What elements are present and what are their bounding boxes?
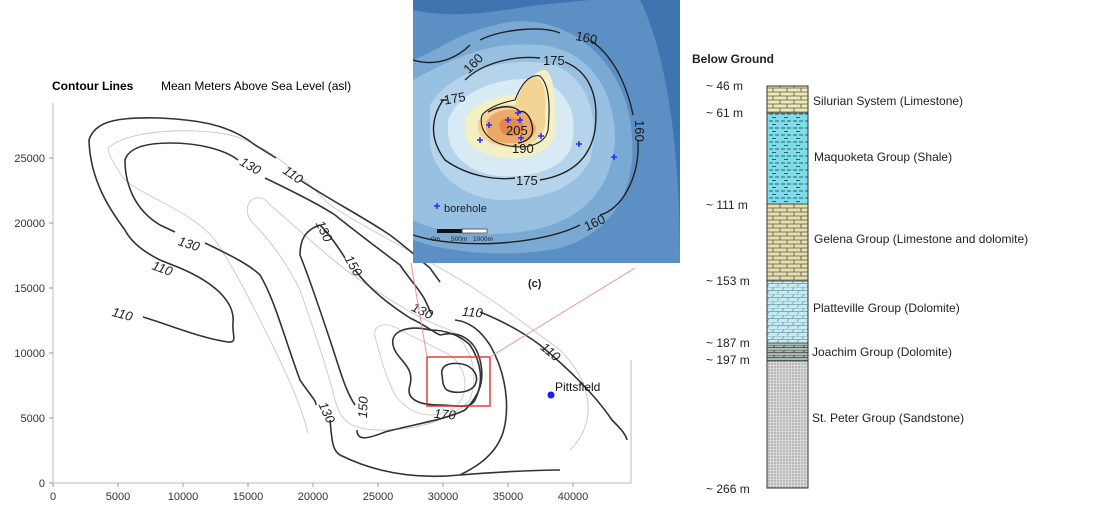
svg-text:~ 111 m: ~ 111 m	[706, 198, 748, 212]
svg-text:110: 110	[150, 258, 175, 279]
svg-text:110: 110	[110, 304, 135, 324]
svg-text:160: 160	[632, 120, 647, 142]
borehole-markers	[434, 110, 617, 209]
borehole-cross-icon	[576, 141, 582, 147]
svg-text:130: 130	[176, 233, 202, 254]
svg-text:190: 190	[512, 141, 534, 156]
svg-text:Gelena Group (Limestone and do: Gelena Group (Limestone and dolomite)	[814, 232, 1028, 246]
major-contours	[88, 117, 628, 478]
scale-bar: 0m 500m 1000m	[431, 228, 493, 243]
x-tick-label: 40000	[558, 491, 589, 503]
svg-text:110: 110	[538, 339, 564, 364]
svg-text:175: 175	[543, 53, 565, 68]
svg-text:150: 150	[355, 395, 371, 418]
minor-contours	[107, 130, 589, 451]
pittsfield-marker	[547, 391, 555, 399]
svg-text:170: 170	[433, 406, 457, 423]
svg-text:1000m: 1000m	[473, 236, 493, 243]
svg-text:175: 175	[443, 89, 467, 108]
map-subtitle: Mean Meters Above Sea Level (asl)	[161, 79, 351, 93]
svg-text:~ 153 m: ~ 153 m	[706, 274, 750, 288]
x-tick-label: 20000	[298, 491, 329, 503]
svg-text:205: 205	[506, 123, 528, 138]
x-tick-label: 0	[50, 491, 56, 503]
svg-text:175: 175	[516, 173, 538, 188]
x-tick-label: 35000	[493, 491, 524, 503]
svg-text:~ 187 m: ~ 187 m	[706, 336, 750, 350]
svg-text:130: 130	[237, 154, 264, 178]
svg-text:~ 266 m: ~ 266 m	[706, 482, 750, 496]
borehole-cross-icon	[611, 154, 617, 160]
svg-text:St. Peter Group (Sandstone): St. Peter Group (Sandstone)	[812, 411, 964, 425]
borehole-cross-icon	[517, 117, 523, 123]
y-tick-label: 0	[39, 478, 45, 490]
map-axes	[52, 103, 632, 484]
depth-labels: ~ 46 m ~ 61 m ~ 111 m ~ 153 m ~ 187 m ~ …	[706, 79, 750, 496]
layer-names: Silurian System (Limestone) Maquoketa Gr…	[812, 94, 1028, 425]
y-tick-label: 25000	[14, 153, 45, 165]
y-axis-ticks: 0 5000 10000 15000 20000 25000	[14, 153, 53, 490]
svg-text:Platteville Group (Dolomite): Platteville Group (Dolomite)	[813, 301, 960, 315]
svg-text:Maquoketa Group (Shale): Maquoketa Group (Shale)	[814, 150, 952, 164]
svg-text:0m: 0m	[431, 236, 440, 243]
axis-lines	[52, 103, 632, 484]
borehole-cross-icon	[538, 133, 544, 139]
y-tick-label: 20000	[14, 218, 45, 230]
svg-text:Joachim Group (Dolomite): Joachim Group (Dolomite)	[812, 345, 952, 359]
svg-text:Silurian System (Limestone): Silurian System (Limestone)	[813, 94, 963, 108]
strat-column	[766, 85, 809, 489]
y-tick-label: 10000	[14, 348, 45, 360]
svg-text:150: 150	[342, 252, 366, 279]
x-tick-label: 30000	[428, 491, 459, 503]
borehole-cross-icon	[434, 203, 440, 209]
inset-panel-label: (c)	[528, 278, 542, 290]
x-tick-label: 25000	[363, 491, 394, 503]
zoom-box	[410, 262, 636, 407]
x-tick-label: 5000	[106, 491, 130, 503]
inset-map: 160 160 175 175 175 205 190 160 160 bore…	[413, 0, 680, 263]
column-title: Below Ground	[692, 52, 774, 66]
map-title: Contour Lines	[52, 79, 134, 93]
svg-text:110: 110	[461, 304, 484, 321]
svg-text:~ 197 m: ~ 197 m	[706, 353, 750, 367]
borehole-cross-icon	[505, 117, 511, 123]
x-tick-label: 15000	[233, 491, 264, 503]
svg-text:110: 110	[280, 162, 306, 187]
y-tick-label: 5000	[21, 413, 45, 425]
svg-text:500m: 500m	[451, 236, 467, 243]
x-tick-label: 10000	[168, 491, 199, 503]
borehole-cross-icon	[486, 122, 492, 128]
svg-text:130: 130	[316, 399, 339, 426]
svg-text:~ 46 m: ~ 46 m	[706, 79, 743, 93]
borehole-cross-icon	[515, 110, 521, 116]
svg-text:~ 61 m: ~ 61 m	[706, 106, 743, 120]
pittsfield-label: Pittsfield	[555, 380, 600, 394]
x-axis-ticks: 0 5000 10000 15000 20000 25000 30000 35000 40000	[50, 483, 588, 503]
borehole-cross-icon	[518, 135, 524, 141]
y-tick-label: 15000	[14, 283, 45, 295]
legend-borehole-label: borehole	[444, 203, 487, 215]
svg-text:160: 160	[574, 28, 598, 47]
borehole-cross-icon	[477, 137, 483, 143]
